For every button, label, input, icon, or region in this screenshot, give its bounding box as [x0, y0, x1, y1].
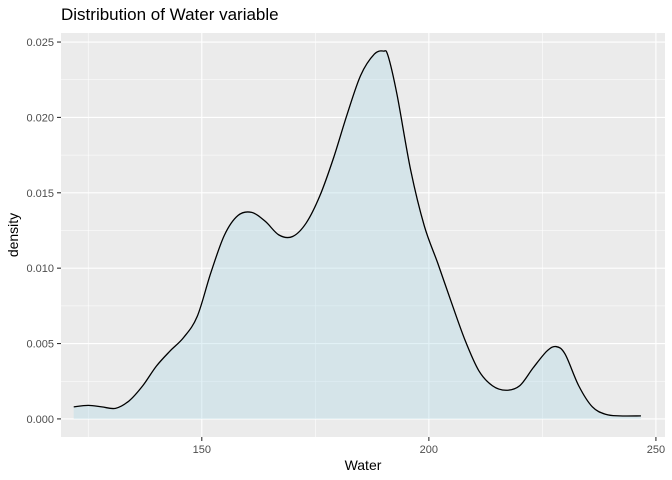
x-tick-label: 200: [420, 444, 438, 456]
y-tick-label: 0.000: [26, 414, 54, 426]
plot-panel: [61, 33, 665, 437]
x-tick-label: 150: [193, 444, 211, 456]
y-tick-label: 0.005: [26, 339, 54, 351]
density-line: [73, 50, 641, 417]
y-axis-title: density: [5, 213, 21, 257]
density-area: [73, 50, 641, 419]
y-tick-label: 0.010: [26, 263, 54, 275]
y-tick-label: 0.020: [26, 112, 54, 124]
x-tick-label: 250: [647, 444, 665, 456]
y-tick-label: 0.015: [26, 188, 54, 200]
axes: 150 200 250 0.000 0.005 0.010 0.015 0.020 0.025: [26, 37, 665, 456]
chart-title: Distribution of Water variable: [61, 5, 279, 24]
x-axis-title: Water: [345, 457, 382, 473]
y-tick-label: 0.025: [26, 37, 54, 49]
grid-lines: [61, 33, 665, 437]
